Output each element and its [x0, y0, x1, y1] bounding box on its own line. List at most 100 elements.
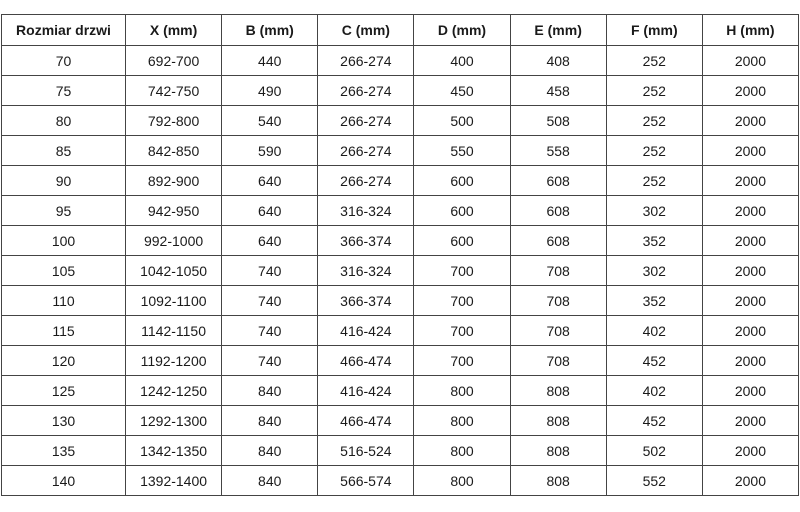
table-cell: 1042-1050 [124, 255, 223, 286]
table-cell: 2000 [701, 225, 800, 256]
table-row: 85 842-850 590 266-274 550 558 252 2000 [1, 135, 800, 166]
door-size-table: Rozmiar drzwi X (mm) B (mm) C (mm) D (mm) E (… [1, 14, 800, 496]
table-cell: 700 [413, 345, 511, 376]
table-cell: 316-324 [317, 255, 415, 286]
table-cell: 742-750 [124, 75, 223, 106]
table-cell: 366-374 [317, 225, 415, 256]
table-cell: 840 [221, 435, 319, 466]
table-cell: 266-274 [317, 165, 415, 196]
column-header: Rozmiar drzwi [1, 14, 126, 46]
table-cell: 708 [509, 255, 607, 286]
table-cell: 600 [413, 225, 511, 256]
table-cell: 125 [1, 375, 126, 406]
table-cell: 402 [605, 375, 703, 406]
table-cell: 540 [221, 105, 319, 136]
table-row: 75 742-750 490 266-274 450 458 252 2000 [1, 75, 800, 106]
table-cell: 1292-1300 [124, 405, 223, 436]
table-cell: 352 [605, 285, 703, 316]
table-cell: 452 [605, 405, 703, 436]
table-cell: 1192-1200 [124, 345, 223, 376]
table-cell: 452 [605, 345, 703, 376]
table-cell: 252 [605, 105, 703, 136]
table-cell: 640 [221, 225, 319, 256]
table-cell: 366-374 [317, 285, 415, 316]
table-cell: 100 [1, 225, 126, 256]
table-cell: 800 [413, 405, 511, 436]
column-header: B (mm) [221, 14, 319, 46]
table-cell: 1242-1250 [124, 375, 223, 406]
table-cell: 708 [509, 345, 607, 376]
table-cell: 416-424 [317, 315, 415, 346]
table-cell: 402 [605, 315, 703, 346]
table-cell: 558 [509, 135, 607, 166]
table-cell: 130 [1, 405, 126, 436]
table-cell: 2000 [701, 45, 800, 76]
column-header: C (mm) [317, 14, 415, 46]
column-header: X (mm) [124, 14, 223, 46]
table-cell: 90 [1, 165, 126, 196]
table-cell: 110 [1, 285, 126, 316]
table-cell: 466-474 [317, 345, 415, 376]
table-row: 105 1042-1050 740 316-324 700 708 302 2000 [1, 255, 800, 286]
table-cell: 2000 [701, 435, 800, 466]
table-cell: 252 [605, 135, 703, 166]
table-row: 135 1342-1350 840 516-524 800 808 502 2000 [1, 435, 800, 466]
table-cell: 740 [221, 285, 319, 316]
table-cell: 316-324 [317, 195, 415, 226]
table-cell: 115 [1, 315, 126, 346]
table-cell: 600 [413, 195, 511, 226]
table-cell: 252 [605, 45, 703, 76]
table-cell: 70 [1, 45, 126, 76]
table-cell: 508 [509, 105, 607, 136]
table-cell: 808 [509, 405, 607, 436]
table-cell: 2000 [701, 375, 800, 406]
table-cell: 80 [1, 105, 126, 136]
table-cell: 105 [1, 255, 126, 286]
column-header: H (mm) [701, 14, 800, 46]
table-row: 95 942-950 640 316-324 600 608 302 2000 [1, 195, 800, 226]
table-cell: 135 [1, 435, 126, 466]
table-cell: 266-274 [317, 105, 415, 136]
table-cell: 608 [509, 225, 607, 256]
table-cell: 466-474 [317, 405, 415, 436]
table-row: 90 892-900 640 266-274 600 608 252 2000 [1, 165, 800, 196]
table-cell: 266-274 [317, 135, 415, 166]
table-cell: 692-700 [124, 45, 223, 76]
table-cell: 1142-1150 [124, 315, 223, 346]
column-header: F (mm) [605, 14, 703, 46]
table-cell: 552 [605, 465, 703, 496]
table-cell: 550 [413, 135, 511, 166]
table-cell: 2000 [701, 135, 800, 166]
table-cell: 2000 [701, 285, 800, 316]
table-cell: 252 [605, 75, 703, 106]
table-cell: 2000 [701, 165, 800, 196]
table-row: 125 1242-1250 840 416-424 800 808 402 2000 [1, 375, 800, 406]
table-cell: 600 [413, 165, 511, 196]
table-cell: 120 [1, 345, 126, 376]
table-cell: 458 [509, 75, 607, 106]
table-cell: 2000 [701, 345, 800, 376]
table-cell: 992-1000 [124, 225, 223, 256]
table-cell: 740 [221, 345, 319, 376]
table-cell: 840 [221, 465, 319, 496]
table-cell: 842-850 [124, 135, 223, 166]
table-cell: 892-900 [124, 165, 223, 196]
table-cell: 566-574 [317, 465, 415, 496]
table-cell: 808 [509, 435, 607, 466]
table-cell: 1092-1100 [124, 285, 223, 316]
table-cell: 440 [221, 45, 319, 76]
table-cell: 408 [509, 45, 607, 76]
table-cell: 352 [605, 225, 703, 256]
table-row: 100 992-1000 640 366-374 600 608 352 2000 [1, 225, 800, 256]
table-cell: 2000 [701, 315, 800, 346]
table-cell: 400 [413, 45, 511, 76]
table-row: 115 1142-1150 740 416-424 700 708 402 2000 [1, 315, 800, 346]
table-cell: 840 [221, 405, 319, 436]
table-cell: 302 [605, 195, 703, 226]
table-cell: 302 [605, 255, 703, 286]
table-row: 110 1092-1100 740 366-374 700 708 352 2000 [1, 285, 800, 316]
table-cell: 800 [413, 375, 511, 406]
table-cell: 2000 [701, 465, 800, 496]
column-header: D (mm) [413, 14, 511, 46]
table-cell: 2000 [701, 105, 800, 136]
